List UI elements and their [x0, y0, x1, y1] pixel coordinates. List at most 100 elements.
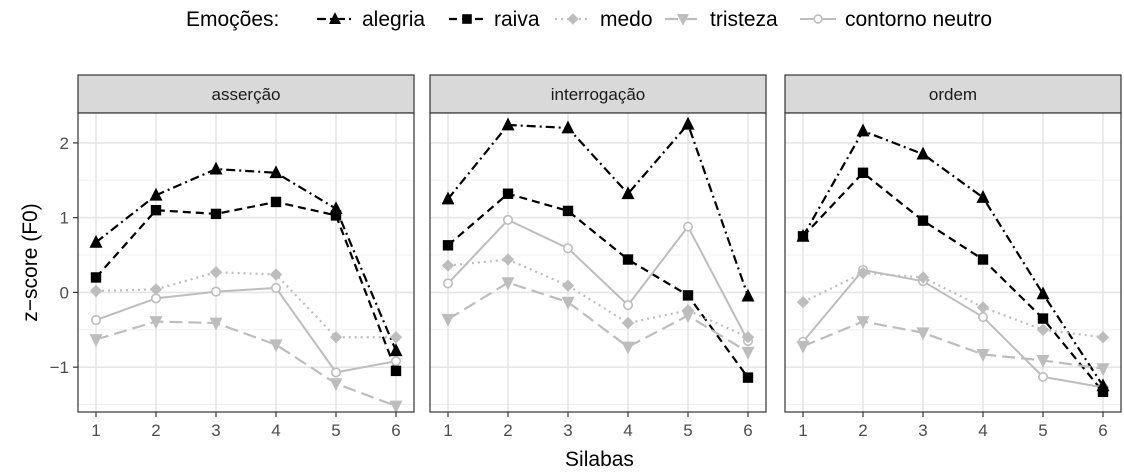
x-tick-label: 2	[151, 421, 160, 440]
series-line-alegria	[95, 167, 398, 352]
data-point-tristeza	[501, 277, 515, 291]
x-tick-label: 1	[443, 421, 452, 440]
data-point-tristeza	[209, 317, 223, 331]
legend-label: alegria	[362, 8, 425, 31]
x-tick-label: 2	[503, 421, 512, 440]
data-point-alegria	[916, 146, 930, 160]
data-point-tristeza	[149, 316, 163, 330]
data-point-tristeza	[741, 346, 755, 360]
data-point-contorno-neutro	[390, 356, 402, 367]
facet-label: ordem	[929, 85, 977, 104]
data-point-medo	[209, 266, 223, 279]
data-point-alegria	[329, 201, 343, 215]
x-axis-title: Silabas	[565, 448, 634, 471]
legend-label: tristeza	[710, 8, 778, 31]
data-point-contorno-neutro	[330, 367, 342, 378]
series-line-contorno-neutro	[447, 218, 749, 342]
facet-strip	[429, 74, 767, 114]
legend-item-tristeza: tristeza	[665, 8, 778, 31]
data-point-raiva	[210, 208, 222, 220]
series-line-raiva	[95, 200, 398, 372]
series-line-contorno-neutro	[95, 286, 397, 374]
series-line-raiva	[447, 192, 749, 379]
data-point-medo	[501, 253, 515, 266]
y-axis-title: z−score (F0)	[19, 203, 42, 321]
y-tick-label: 0	[60, 283, 69, 302]
data-point-alegria	[621, 186, 635, 200]
plot-area	[430, 113, 766, 412]
legend-key-marker	[462, 14, 472, 24]
panel-0: asserção 1 2 3 4 5 6 2 1 0 −1	[50, 74, 415, 440]
panel-1: interrogação 1 2 3 4 5 6	[429, 74, 767, 440]
legend: Emoções: alegria raiva medo tristeza contorn…	[186, 8, 992, 31]
data-point-raiva	[90, 272, 102, 283]
legend-key-marker	[329, 12, 341, 24]
x-tick-label: 6	[743, 421, 752, 440]
data-point-medo	[741, 331, 755, 344]
data-point-tristeza	[1036, 355, 1050, 368]
data-point-alegria	[681, 116, 695, 130]
data-point-contorno-neutro	[977, 312, 989, 323]
data-point-contorno-neutro	[1037, 371, 1049, 382]
data-point-raiva	[442, 240, 454, 251]
data-point-medo	[856, 266, 870, 280]
data-point-alegria	[209, 161, 223, 175]
x-tick-label: 1	[91, 421, 100, 440]
data-point-medo	[441, 259, 455, 272]
legend-label: medo	[600, 8, 653, 31]
data-point-raiva	[917, 215, 929, 226]
data-point-raiva	[977, 254, 989, 265]
data-point-tristeza	[1096, 363, 1110, 377]
data-point-medo	[916, 271, 930, 284]
data-point-medo	[269, 268, 283, 281]
data-point-raiva	[270, 196, 282, 208]
data-point-tristeza	[89, 334, 103, 347]
legend-key-marker	[567, 13, 579, 25]
panel-border	[784, 112, 1122, 413]
data-point-alegria	[149, 187, 163, 201]
x-tick-label: 3	[563, 421, 572, 440]
facet-label: asserção	[212, 85, 281, 104]
data-point-tristeza	[441, 313, 455, 327]
series-line-raiva	[802, 171, 1104, 393]
facet-label: interrogação	[551, 85, 646, 104]
series-line-tristeza	[447, 281, 749, 354]
y-tick-label: 2	[60, 134, 69, 153]
data-point-alegria	[856, 123, 870, 137]
panel-border	[77, 112, 415, 413]
data-point-contorno-neutro	[502, 214, 514, 225]
series-line-tristeza	[95, 320, 397, 408]
legend-item-alegria: alegria	[317, 8, 425, 31]
data-point-raiva	[857, 167, 869, 178]
data-point-alegria	[89, 234, 103, 248]
data-point-alegria	[741, 288, 755, 302]
data-point-medo	[329, 331, 343, 344]
x-tick-label: 5	[683, 421, 692, 440]
data-point-tristeza	[976, 349, 990, 362]
data-point-medo	[389, 331, 403, 344]
legend-label: raiva	[494, 8, 540, 31]
data-point-alegria	[269, 165, 283, 179]
x-tick-label: 2	[858, 421, 867, 440]
x-tick-label: 3	[211, 421, 220, 440]
data-point-raiva	[390, 365, 402, 377]
data-point-contorno-neutro	[562, 243, 574, 254]
legend-label: contorno neutro	[845, 8, 992, 31]
panel-border	[429, 112, 767, 413]
x-tick-label: 6	[1098, 421, 1107, 440]
series-line-medo	[802, 271, 1104, 339]
data-point-contorno-neutro	[210, 286, 222, 297]
data-point-medo	[1096, 331, 1110, 344]
data-point-alegria	[976, 189, 990, 203]
data-point-medo	[621, 316, 635, 330]
series-line-tristeza	[802, 320, 1104, 370]
data-point-tristeza	[389, 400, 403, 414]
y-tick-label: −1	[50, 358, 69, 377]
x-tick-label: 5	[331, 421, 340, 440]
x-tick-label: 3	[918, 421, 927, 440]
data-point-tristeza	[856, 316, 870, 330]
data-point-contorno-neutro	[682, 221, 694, 232]
data-point-tristeza	[561, 296, 575, 310]
